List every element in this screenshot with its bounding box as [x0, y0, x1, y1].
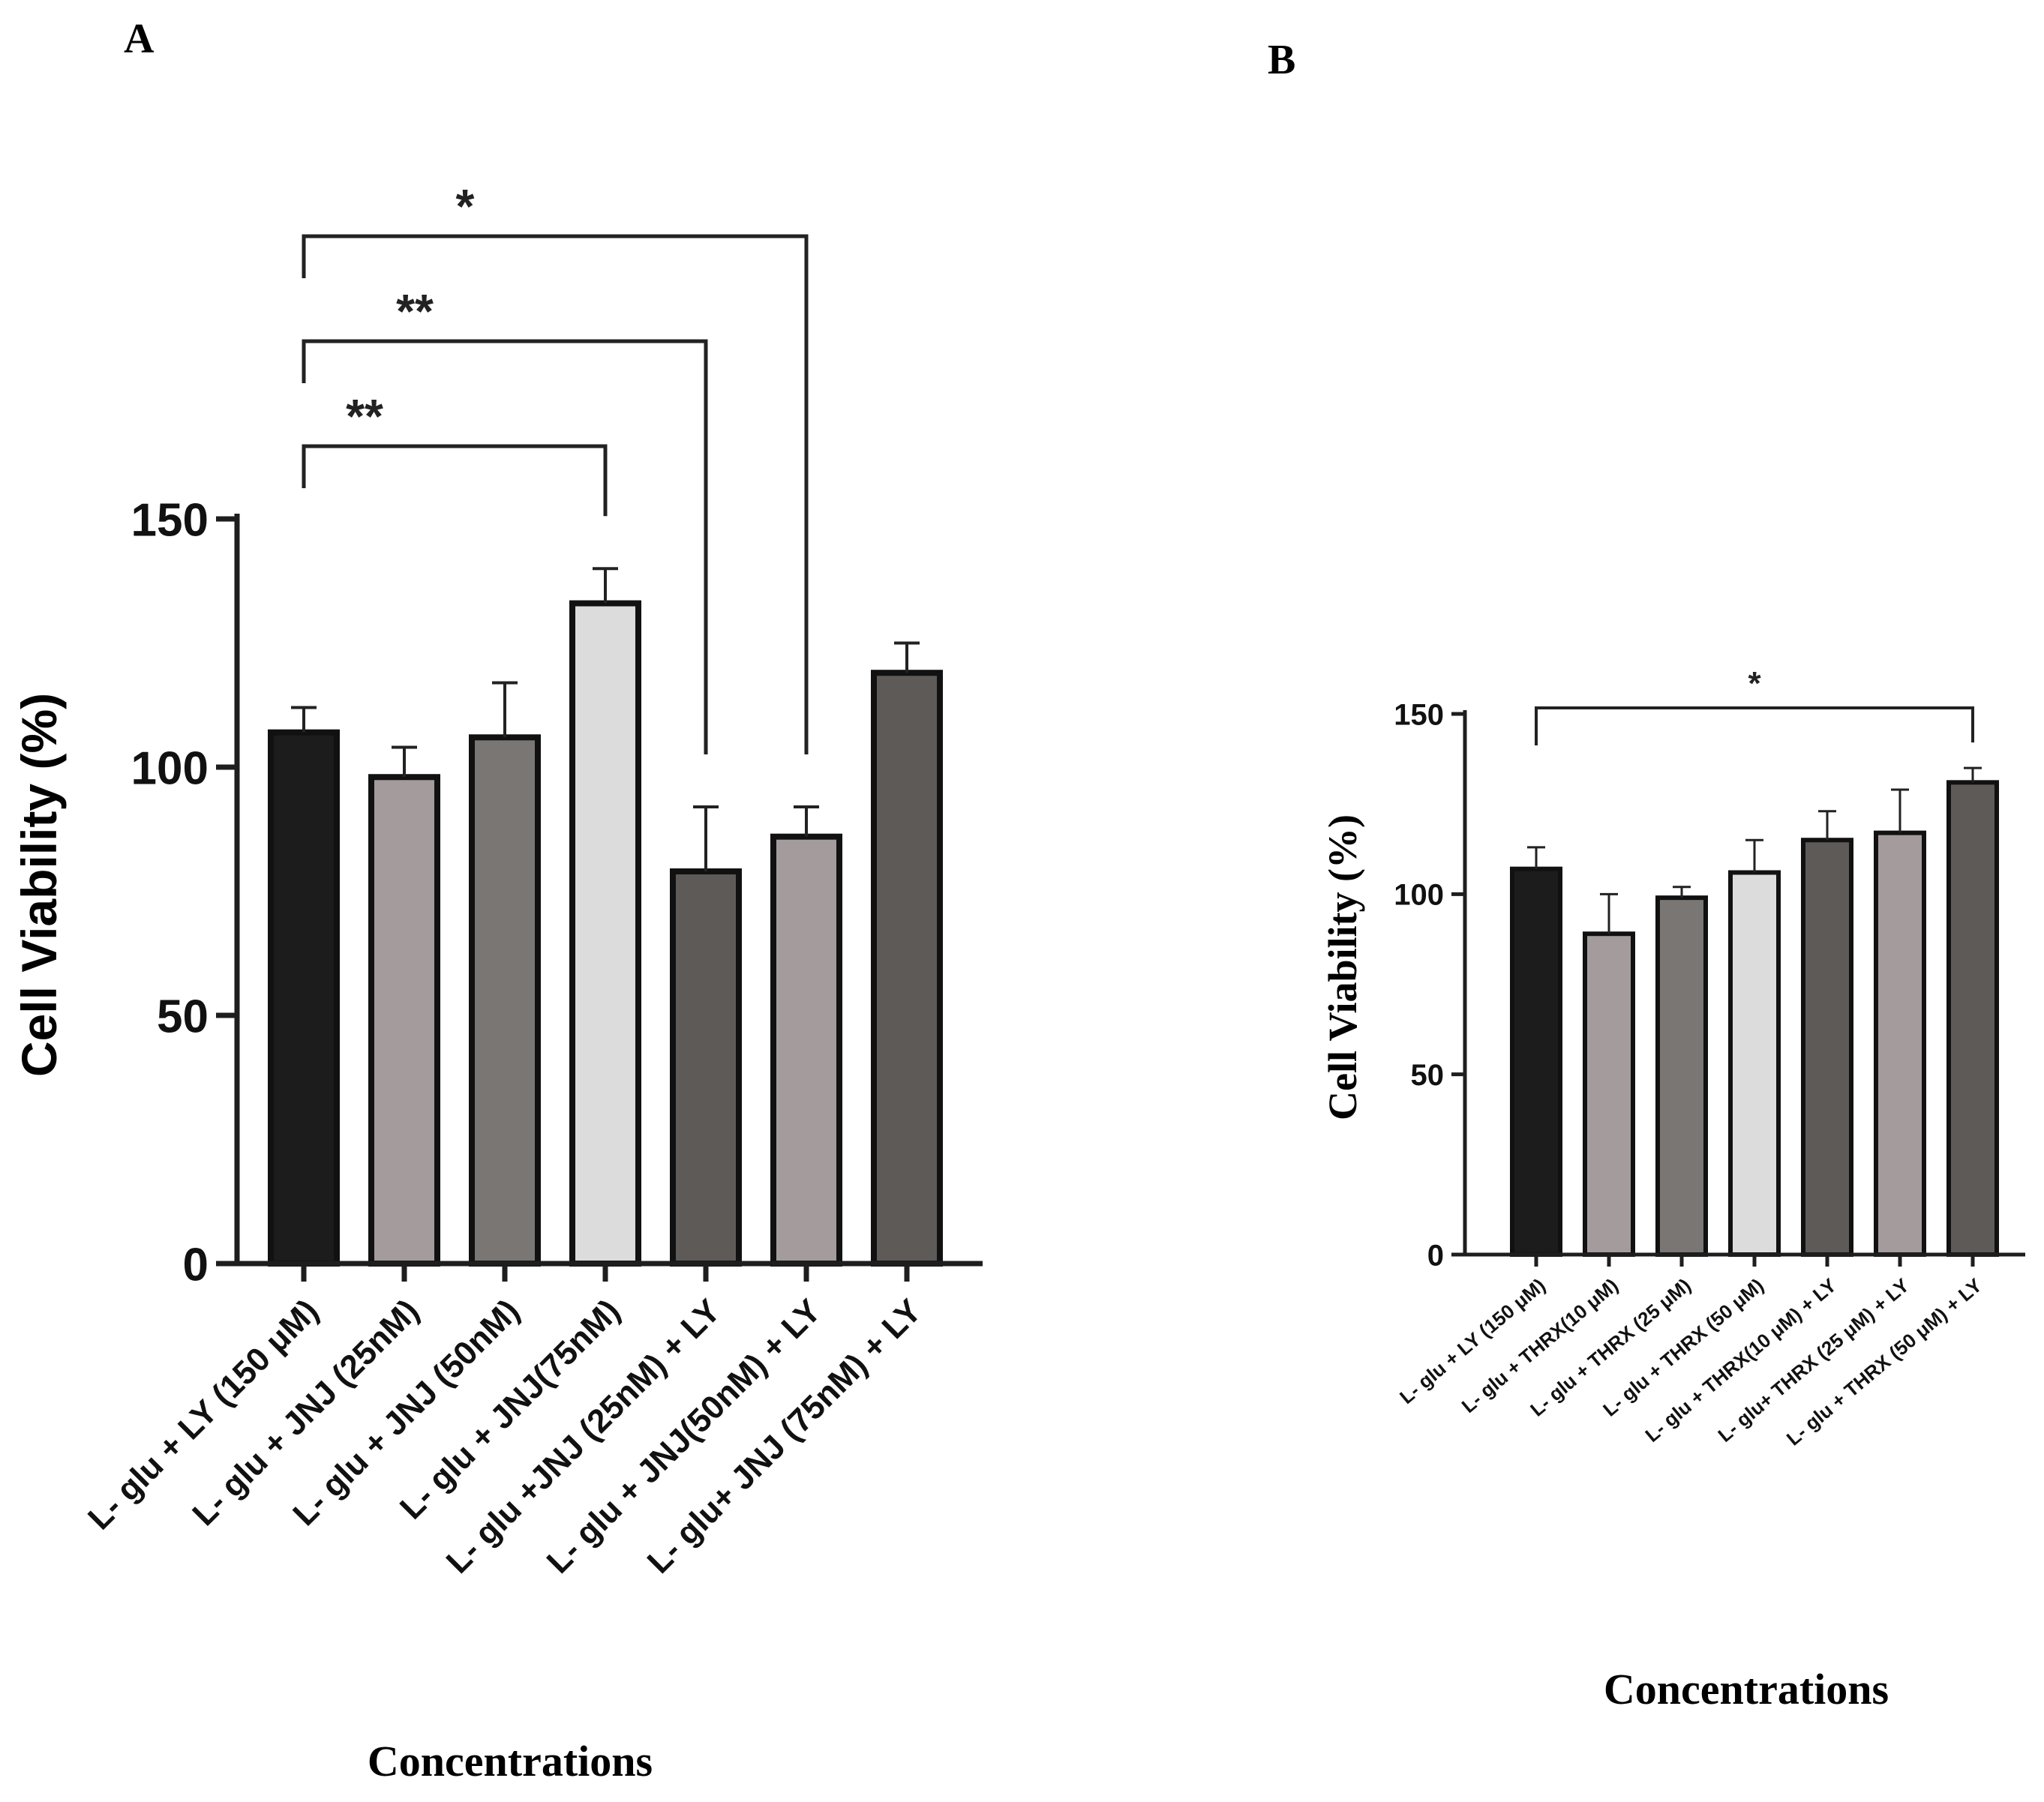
panel-b-bar-5 [1801, 838, 1853, 1257]
panel-a: A Cell Viability (%) Concentrations L- g… [11, 16, 983, 1786]
panel-a-plot-area: L- glu + LY (150 μM)L- glu + JNJ (25nM)L… [81, 179, 983, 1581]
panel-a-significance-bracket-1 [302, 444, 608, 517]
panel-a-y-tick-label-50: 50 [157, 991, 209, 1042]
panel-b-significance-bracket-1 [1535, 706, 1974, 745]
panel-b-y-tick-label-50: 50 [1411, 1059, 1445, 1092]
panel-b-plot-area: L- glu + LY (150 μM)L- glu + THRX(10 μM)… [1394, 665, 2025, 1450]
panel-a-y-tick-label-100: 100 [131, 742, 209, 794]
panel-a-y-tick-label-150: 150 [131, 494, 209, 546]
panel-b-y-tick-label-150: 150 [1394, 698, 1444, 731]
panel-b-bar-1 [1510, 866, 1562, 1257]
panel-b-bar-2 [1583, 931, 1635, 1257]
panel-a-bar-6 [770, 833, 842, 1267]
panel-b-bar-4 [1728, 870, 1781, 1257]
panel-a-bar-7 [871, 670, 943, 1267]
panel-a-letter: A [124, 16, 155, 62]
panel-b-letter: B [1268, 37, 1295, 83]
panel-a-y-axis-title: Cell Viability (%) [11, 693, 67, 1077]
panel-a-significance-label-1: ** [346, 389, 383, 443]
panel-a-significance-label-3: * [456, 179, 475, 233]
panel-b-significance-label-1: * [1748, 665, 1761, 702]
panel-a-bar-1 [268, 729, 340, 1267]
panel-b-y-tick-label-100: 100 [1394, 879, 1444, 912]
panel-b-y-tick-label-0: 0 [1427, 1239, 1444, 1272]
panel-a-bar-2 [368, 774, 440, 1267]
panel-b-bar-6 [1874, 830, 1926, 1257]
panel-b-y-axis-title: Cell Viability (%) [1320, 814, 1365, 1120]
panel-a-y-tick-label-0: 0 [183, 1239, 209, 1291]
panel-b-bar-3 [1655, 895, 1708, 1257]
panel-a-significance-bracket-3 [302, 234, 809, 754]
panel-a-significance-label-2: ** [396, 284, 434, 338]
panel-a-bar-5 [670, 868, 742, 1267]
panel-b-bar-7 [1946, 780, 1999, 1257]
panel-b: B Cell Viability (%) Concentrations L- g… [1268, 37, 2025, 1714]
panel-b-x-axis-title: Concentrations [1604, 1665, 1889, 1714]
panel-a-bar-4 [569, 600, 641, 1267]
panel-a-x-axis-title: Concentrations [368, 1737, 653, 1786]
panel-a-bar-3 [469, 734, 541, 1267]
panel-a-significance-bracket-2 [302, 339, 708, 754]
